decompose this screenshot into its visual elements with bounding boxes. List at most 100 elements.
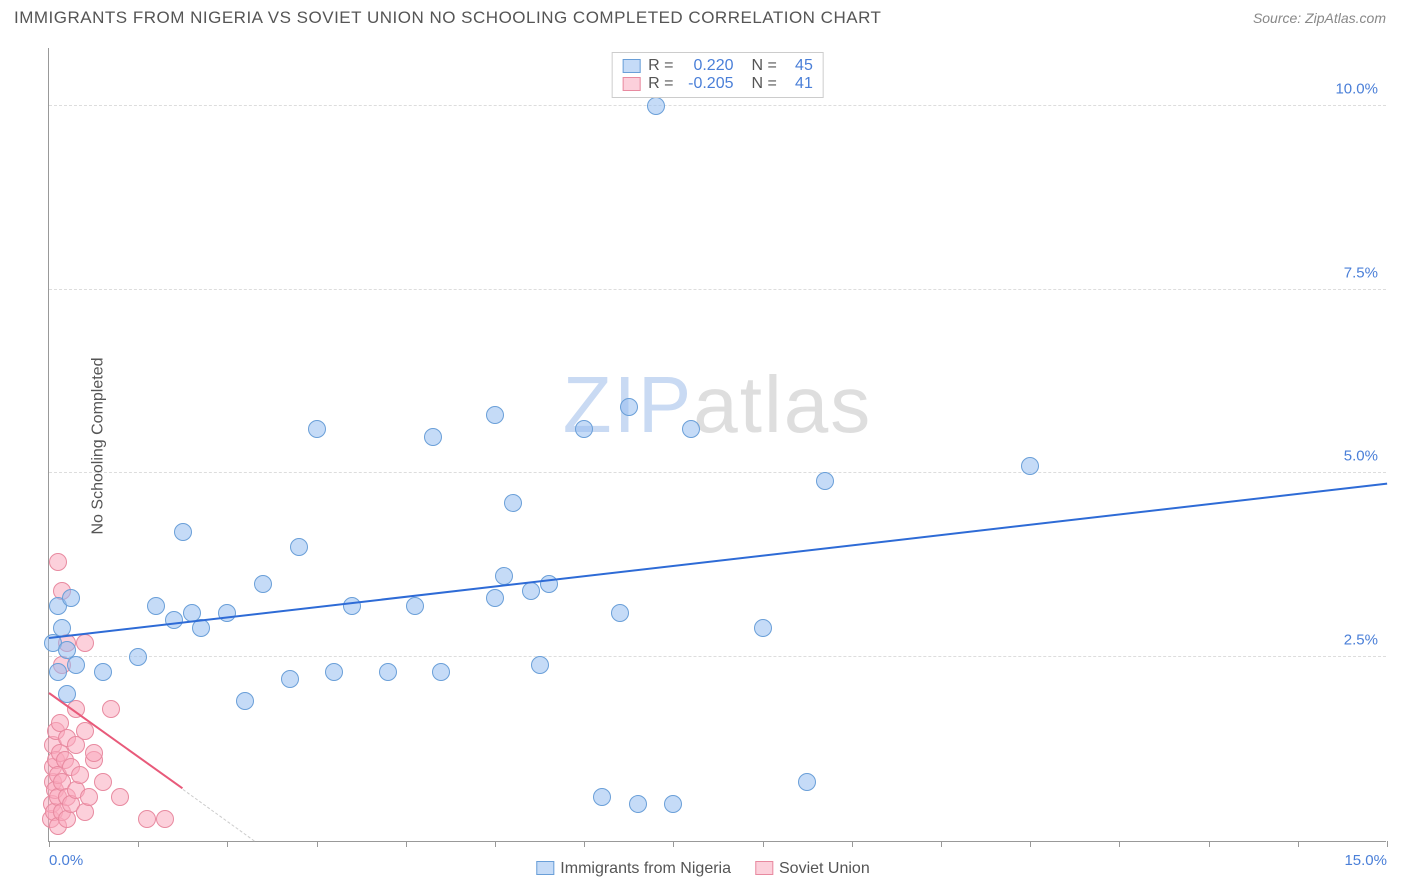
data-point <box>236 692 254 710</box>
x-tick <box>1030 841 1031 847</box>
data-point <box>290 538 308 556</box>
legend-swatch <box>622 77 640 91</box>
data-point <box>254 575 272 593</box>
x-tick <box>1119 841 1120 847</box>
legend-item: Immigrants from Nigeria <box>536 860 731 878</box>
gridline <box>49 656 1386 657</box>
data-point <box>798 773 816 791</box>
y-tick-label: 10.0% <box>1335 80 1378 97</box>
data-point <box>174 523 192 541</box>
watermark: ZIPatlas <box>563 359 872 451</box>
data-point <box>531 656 549 674</box>
data-point <box>49 663 67 681</box>
n-label: N = <box>752 75 777 93</box>
legend-item: Soviet Union <box>755 860 870 878</box>
x-tick <box>584 841 585 847</box>
header: IMMIGRANTS FROM NIGERIA VS SOVIET UNION … <box>0 0 1406 32</box>
x-tick-label: 15.0% <box>1344 852 1387 869</box>
data-point <box>664 795 682 813</box>
x-tick <box>673 841 674 847</box>
r-label: R = <box>648 75 673 93</box>
data-point <box>522 582 540 600</box>
data-point <box>281 670 299 688</box>
gridline <box>49 472 1386 473</box>
x-tick <box>1387 841 1388 847</box>
data-point <box>325 663 343 681</box>
trend-line <box>49 482 1387 638</box>
x-tick <box>227 841 228 847</box>
gridline <box>49 289 1386 290</box>
watermark-part-b: atlas <box>693 360 872 449</box>
y-tick-label: 2.5% <box>1344 632 1378 649</box>
data-point <box>111 788 129 806</box>
data-point <box>71 766 89 784</box>
legend-label: Immigrants from Nigeria <box>560 860 731 877</box>
data-point <box>308 420 326 438</box>
data-point <box>682 420 700 438</box>
stats-legend-row: R = 0.220 N = 45 <box>622 57 813 75</box>
legend-swatch <box>755 861 773 875</box>
data-point <box>129 648 147 666</box>
data-point <box>486 589 504 607</box>
data-point <box>379 663 397 681</box>
y-tick-label: 7.5% <box>1344 264 1378 281</box>
stats-legend: R = 0.220 N = 45 R = -0.205 N = 41 <box>611 52 824 98</box>
data-point <box>156 810 174 828</box>
x-tick <box>763 841 764 847</box>
data-point <box>94 663 112 681</box>
data-point <box>754 619 772 637</box>
data-point <box>49 553 67 571</box>
data-point <box>165 611 183 629</box>
data-point <box>432 663 450 681</box>
legend-swatch <box>622 59 640 73</box>
r-value: 0.220 <box>682 57 734 75</box>
data-point <box>147 597 165 615</box>
data-point <box>593 788 611 806</box>
data-point <box>62 589 80 607</box>
chart-plot-area: ZIPatlas R = 0.220 N = 45 R = -0.205 N = 41 2.5… <box>48 48 1386 842</box>
legend-swatch <box>536 861 554 875</box>
stats-legend-row: R = -0.205 N = 41 <box>622 75 813 93</box>
data-point <box>575 420 593 438</box>
data-point <box>647 97 665 115</box>
data-point <box>620 398 638 416</box>
data-point <box>218 604 236 622</box>
y-tick-label: 5.0% <box>1344 448 1378 465</box>
series-legend: Immigrants from Nigeria Soviet Union <box>536 860 869 878</box>
r-value: -0.205 <box>682 75 734 93</box>
legend-label: Soviet Union <box>779 860 870 877</box>
n-label: N = <box>752 57 777 75</box>
data-point <box>138 810 156 828</box>
n-value: 41 <box>785 75 813 93</box>
x-tick <box>1209 841 1210 847</box>
source-label: Source: ZipAtlas.com <box>1253 10 1386 26</box>
x-tick <box>495 841 496 847</box>
data-point <box>424 428 442 446</box>
chart-title: IMMIGRANTS FROM NIGERIA VS SOVIET UNION … <box>14 8 881 28</box>
x-tick <box>317 841 318 847</box>
gridline <box>49 105 1386 106</box>
r-label: R = <box>648 57 673 75</box>
x-tick <box>941 841 942 847</box>
data-point <box>94 773 112 791</box>
data-point <box>80 788 98 806</box>
data-point <box>85 744 103 762</box>
data-point <box>629 795 647 813</box>
data-point <box>76 634 94 652</box>
data-point <box>102 700 120 718</box>
x-tick <box>49 841 50 847</box>
data-point <box>816 472 834 490</box>
data-point <box>67 656 85 674</box>
data-point <box>495 567 513 585</box>
x-tick-label: 0.0% <box>49 852 83 869</box>
trend-line-dashed <box>183 789 255 841</box>
data-point <box>406 597 424 615</box>
data-point <box>611 604 629 622</box>
data-point <box>343 597 361 615</box>
x-tick <box>138 841 139 847</box>
n-value: 45 <box>785 57 813 75</box>
x-tick <box>852 841 853 847</box>
x-tick <box>1298 841 1299 847</box>
x-tick <box>406 841 407 847</box>
data-point <box>486 406 504 424</box>
